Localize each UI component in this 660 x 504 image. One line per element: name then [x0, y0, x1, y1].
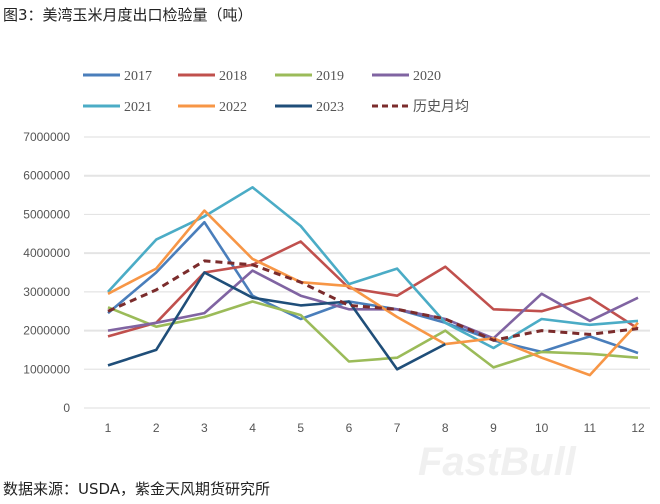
watermark: FastBull: [418, 440, 576, 484]
x-tick-label: 2: [153, 421, 160, 435]
y-tick-label: 0: [63, 401, 70, 415]
x-tick-label: 4: [249, 421, 256, 435]
y-tick-label: 4000000: [23, 246, 70, 260]
y-tick-label: 5000000: [23, 207, 70, 221]
x-tick-label: 9: [490, 421, 497, 435]
legend-label: 2023: [316, 100, 344, 115]
legend-label: 历史月均: [413, 99, 469, 115]
x-tick-label: 1: [105, 421, 112, 435]
y-tick-label: 2000000: [23, 324, 70, 338]
y-tick-label: 7000000: [23, 130, 70, 144]
x-tick-label: 8: [442, 421, 449, 435]
legend-label: 2019: [316, 69, 344, 84]
series-line-2020: [107, 269, 639, 340]
x-tick-label: 3: [201, 421, 208, 435]
legend-label: 2021: [124, 100, 152, 115]
y-tick-label: 6000000: [23, 169, 70, 183]
legend-label: 2022: [219, 100, 247, 115]
x-tick-label: 12: [631, 421, 645, 435]
series-line-2018: [107, 240, 639, 338]
legend-label: 2017: [124, 69, 152, 84]
series-line-2017: [107, 220, 639, 355]
legend-label: 2020: [413, 69, 441, 84]
x-tick-label: 10: [535, 421, 549, 435]
x-tick-label: 6: [346, 421, 353, 435]
series-line-2019: [107, 300, 639, 369]
x-tick-label: 11: [584, 421, 597, 435]
chart-title: 图3：美湾玉米月度出口检验量（吨）: [3, 6, 253, 24]
x-tick-label: 7: [394, 421, 401, 435]
series-line-2022: [107, 209, 639, 377]
data-source: 数据来源：USDA，紫金天风期货研究所: [3, 480, 271, 498]
y-tick-label: 3000000: [23, 285, 70, 299]
legend-label: 2018: [219, 69, 247, 84]
series-line-2023: [107, 271, 446, 371]
series-line-历史月均: [107, 259, 639, 342]
x-tick-label: 5: [297, 421, 304, 435]
series-line-2021: [107, 186, 639, 350]
y-tick-label: 1000000: [23, 362, 70, 376]
